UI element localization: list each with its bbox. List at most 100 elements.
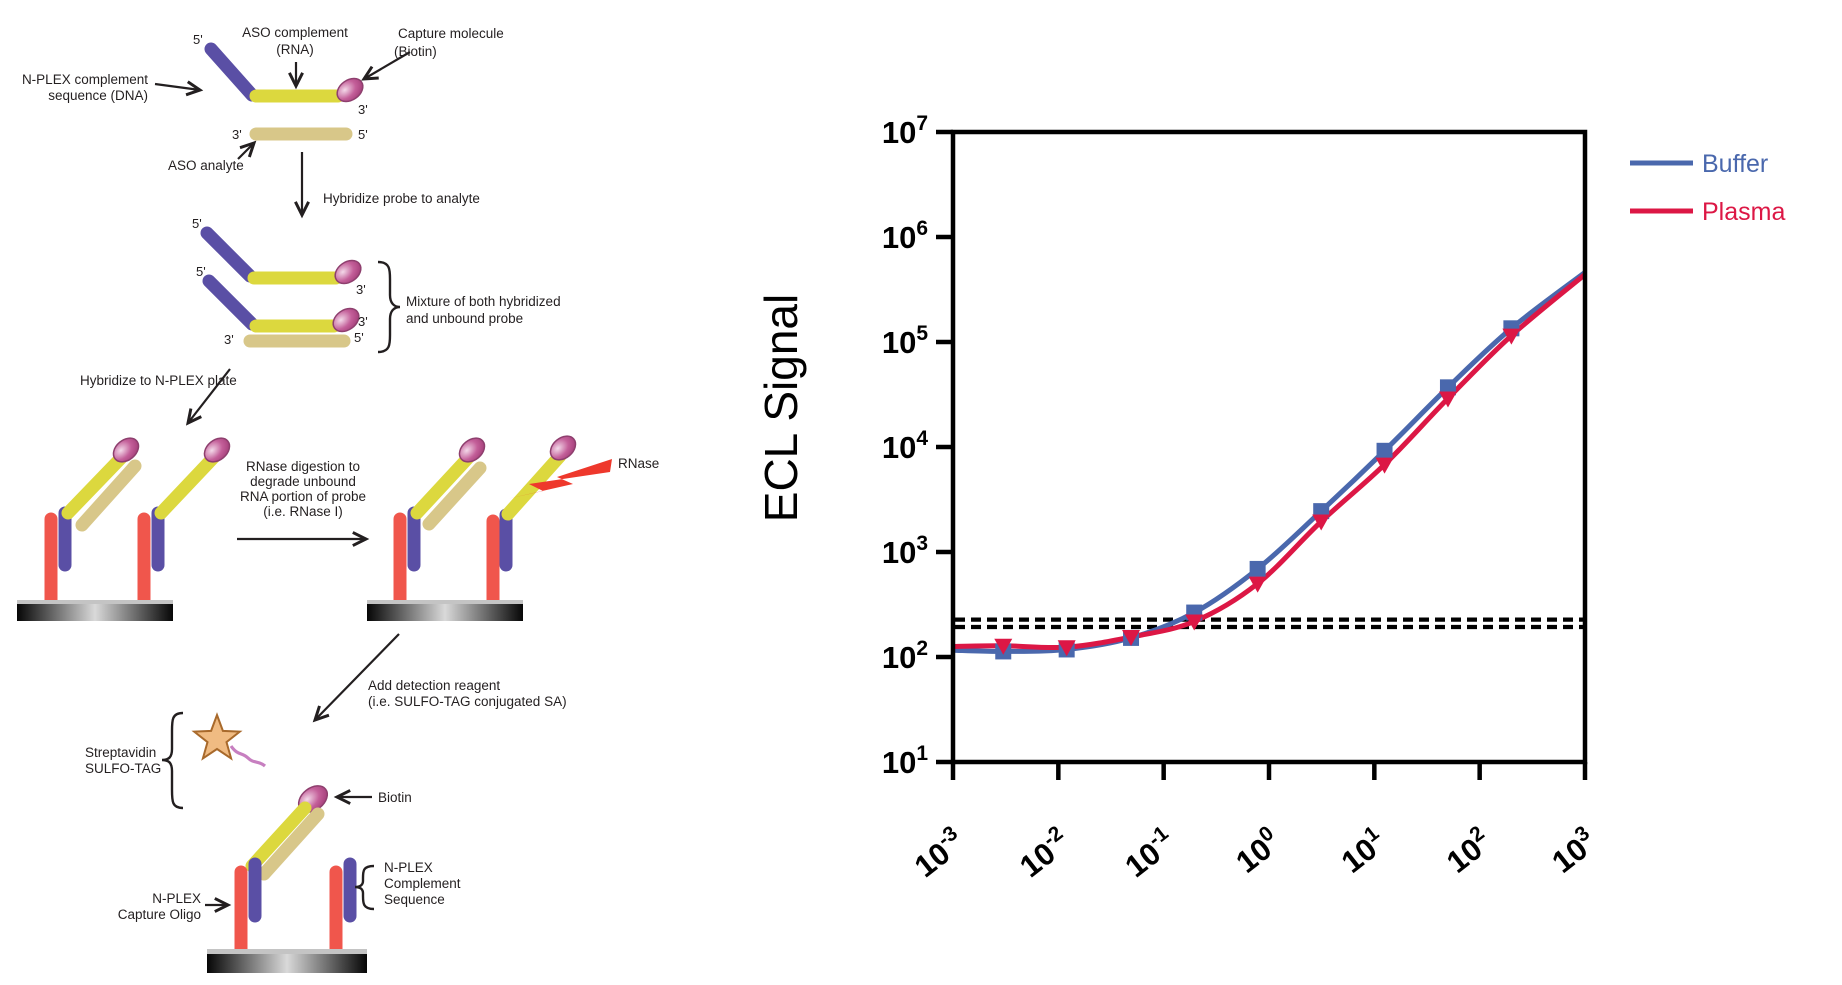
analyte-rod: [422, 461, 487, 531]
complement-seq-brace: [354, 864, 375, 911]
prime-label: 5': [192, 216, 202, 231]
assay-workflow-diagram: 5' 3' ASO complement (RNA) Capture molec…: [17, 25, 659, 973]
dna-rod: [202, 274, 259, 331]
series-curve-plasma: [952, 272, 1587, 651]
analyte-rod: [257, 807, 325, 881]
add-detection-label-2: (i.e. SULFO-TAG conjugated SA): [368, 694, 567, 709]
data-point-plasma: [1185, 614, 1204, 631]
prime-label: 5': [358, 127, 368, 142]
mixture-brace: [377, 260, 401, 354]
probe-top: 5' 3': [193, 32, 368, 117]
y-tick-label: 102: [882, 637, 928, 675]
rnase-digestion-label-2: degrade unbound: [250, 474, 356, 489]
data-point-plasma: [1375, 457, 1394, 474]
data-point-plasma: [1057, 640, 1076, 657]
x-tick-label: 102: [1438, 822, 1498, 880]
aso-complement-label-2: (RNA): [276, 42, 314, 57]
mixture-label: Mixture of both hybridized: [406, 294, 561, 309]
streptavidin-label-2: SULFO-TAG: [85, 761, 161, 776]
mixture-label-2: and unbound probe: [406, 311, 523, 326]
x-tick-label: 10-2: [1011, 822, 1076, 885]
legend-label-buffer: Buffer: [1702, 150, 1768, 178]
data-point-plasma: [1312, 514, 1331, 531]
biotin-capture-icon: [336, 77, 364, 103]
capture-molecule-arrow: [361, 51, 411, 81]
hybridize-plate-label: Hybridize to N-PLEX plate: [80, 373, 237, 388]
dna-rod: [204, 42, 259, 102]
rnase-digestion-label: RNase digestion to: [246, 459, 360, 474]
rnase-label: RNase: [618, 456, 659, 471]
sulfo-tag-star-icon: [191, 712, 243, 761]
probe-unbound-with-analyte: 5' 3' 3' 5': [196, 264, 368, 348]
hybridize-probe-label: Hybridize probe to analyte: [323, 191, 480, 206]
biotin-capture-icon: [112, 437, 140, 463]
data-point-plasma: [1122, 630, 1141, 647]
x-tick-label: 10-3: [906, 822, 971, 885]
x-tick-label: 101: [1333, 821, 1393, 880]
plate-body: [367, 604, 523, 621]
capture-molecule-label: Capture molecule: [398, 26, 504, 41]
biotin-capture-icon: [458, 437, 486, 463]
plot-area: [952, 270, 1587, 660]
plate-surface: [17, 600, 173, 605]
aso-analyte-label: ASO analyte: [168, 158, 244, 173]
plate-body: [207, 954, 367, 973]
x-tick-label: 100: [1228, 822, 1288, 880]
prime-label: 3': [358, 314, 368, 329]
data-point-plasma: [994, 638, 1013, 655]
plate-surface: [367, 600, 523, 605]
y-axis-title: ECL Signal: [755, 294, 807, 522]
aso-analyte: 3' 5': [232, 127, 368, 142]
rnase-digestion-label-4: (i.e. RNase I): [263, 504, 343, 519]
nplex-complement-label: N-PLEX complement: [22, 72, 148, 87]
add-detection-label: Add detection reagent: [368, 678, 500, 693]
rna-rod: [410, 451, 475, 520]
legend-label-plasma: Plasma: [1702, 198, 1785, 226]
prime-label: 3': [232, 127, 242, 142]
biotin-capture-icon: [334, 259, 362, 285]
series-curve-buffer: [952, 270, 1587, 654]
nplex-capture-label-2: Capture Oligo: [118, 907, 201, 922]
data-point-buffer: [1439, 379, 1456, 396]
data-point-buffer: [1376, 442, 1393, 459]
nplex-seq-label-2: Complement: [384, 876, 461, 891]
biotin-capture-icon: [332, 307, 360, 333]
prime-label: 3': [358, 102, 368, 117]
y-tick-label: 105: [882, 322, 928, 360]
aso-analyte-arrow: [237, 140, 257, 160]
y-tick-label: 101: [882, 742, 928, 780]
aso-complement-label: ASO complement: [242, 25, 348, 40]
prime-label: 5': [354, 330, 364, 345]
nplex-capture-label: N-PLEX: [152, 891, 201, 906]
rna-rod: [61, 450, 129, 520]
nplex-complement-label-2: sequence (DNA): [48, 88, 148, 103]
data-point-plasma: [1438, 391, 1457, 408]
plate-arrow: [185, 368, 231, 426]
data-point-buffer: [1249, 560, 1266, 577]
ecl-chart: ECL Signal 107 106 105 104 103 102 101 10-3 10-2…: [755, 112, 1785, 884]
y-tick-label: 107: [882, 112, 928, 150]
biotin-capture-icon: [549, 435, 577, 461]
prime-label: 3': [224, 332, 234, 347]
nplex-complement-arrow: [154, 80, 204, 97]
y-tick-label: 103: [882, 532, 928, 570]
biotin-capture-icon: [203, 437, 231, 463]
plot-frame: [950, 129, 1588, 765]
prime-label: 3': [356, 282, 366, 297]
x-tick-label: 103: [1544, 822, 1604, 880]
dna-rod: [200, 226, 257, 283]
rna-rod: [245, 801, 312, 873]
axes: 107 106 105 104 103 102 101 10-3 10-2 10-1 100 101 1…: [882, 112, 1603, 884]
y-tick-label: 104: [882, 427, 928, 465]
data-point-plasma: [1502, 328, 1521, 345]
legend: Buffer Plasma: [1630, 150, 1785, 226]
y-tick-label: 106: [882, 217, 928, 255]
prime-label: 5': [196, 264, 206, 279]
detection-arrow: [312, 633, 400, 723]
prime-label: 5': [193, 32, 203, 47]
plate-1: [17, 437, 231, 621]
analyte-rod: [75, 459, 142, 532]
nplex-seq-label-3: Sequence: [384, 892, 445, 907]
